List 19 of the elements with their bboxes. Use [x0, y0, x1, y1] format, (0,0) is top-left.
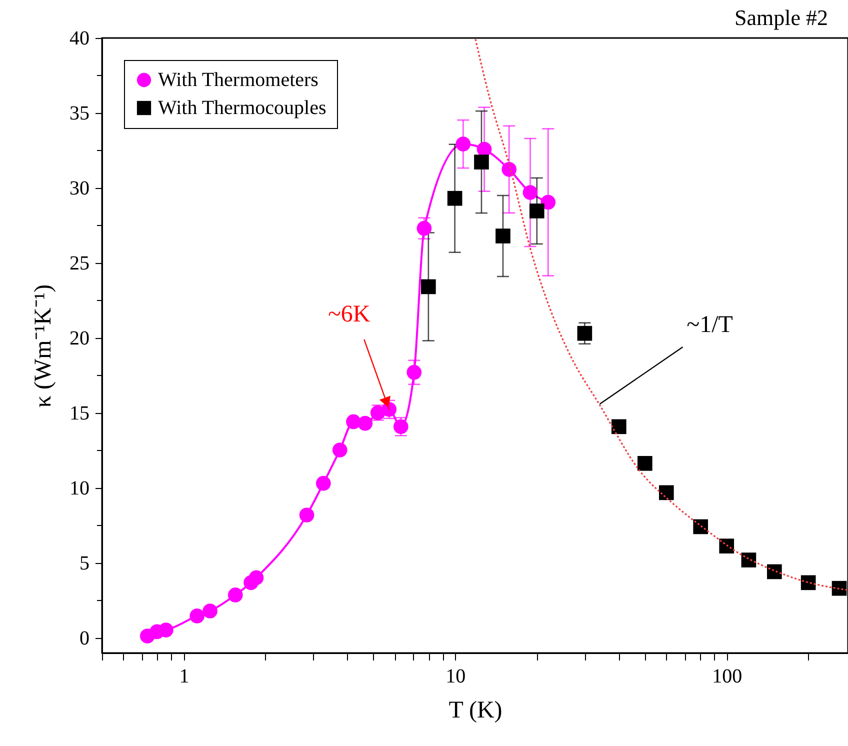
text: Sample #2: [734, 5, 828, 30]
y-tick-label: 30: [70, 178, 90, 200]
legend-label: With Thermocouples: [158, 97, 326, 119]
x-axis-title: T (K): [448, 698, 502, 724]
y-tick-label: 25: [70, 252, 90, 274]
y-tick-label: 5: [80, 552, 90, 574]
x-tick-label: 100: [712, 666, 742, 688]
x-tick-label: 1: [179, 666, 190, 688]
y-tick-label: 20: [70, 328, 90, 350]
y-tick-label: 15: [70, 402, 90, 424]
y-tick-label: 40: [70, 28, 90, 50]
legend-label: With Thermometers: [158, 69, 319, 91]
y-tick-label: 35: [70, 102, 90, 124]
y-tick-label: 10: [70, 478, 90, 500]
annotation: ~6K: [328, 301, 371, 328]
x-tick-label: 10: [446, 666, 466, 688]
annotation: ~1/T: [686, 312, 734, 338]
y-tick-label: 0: [80, 628, 90, 650]
y-axis-title: κ (Wm⁻¹K⁻¹): [30, 284, 56, 408]
